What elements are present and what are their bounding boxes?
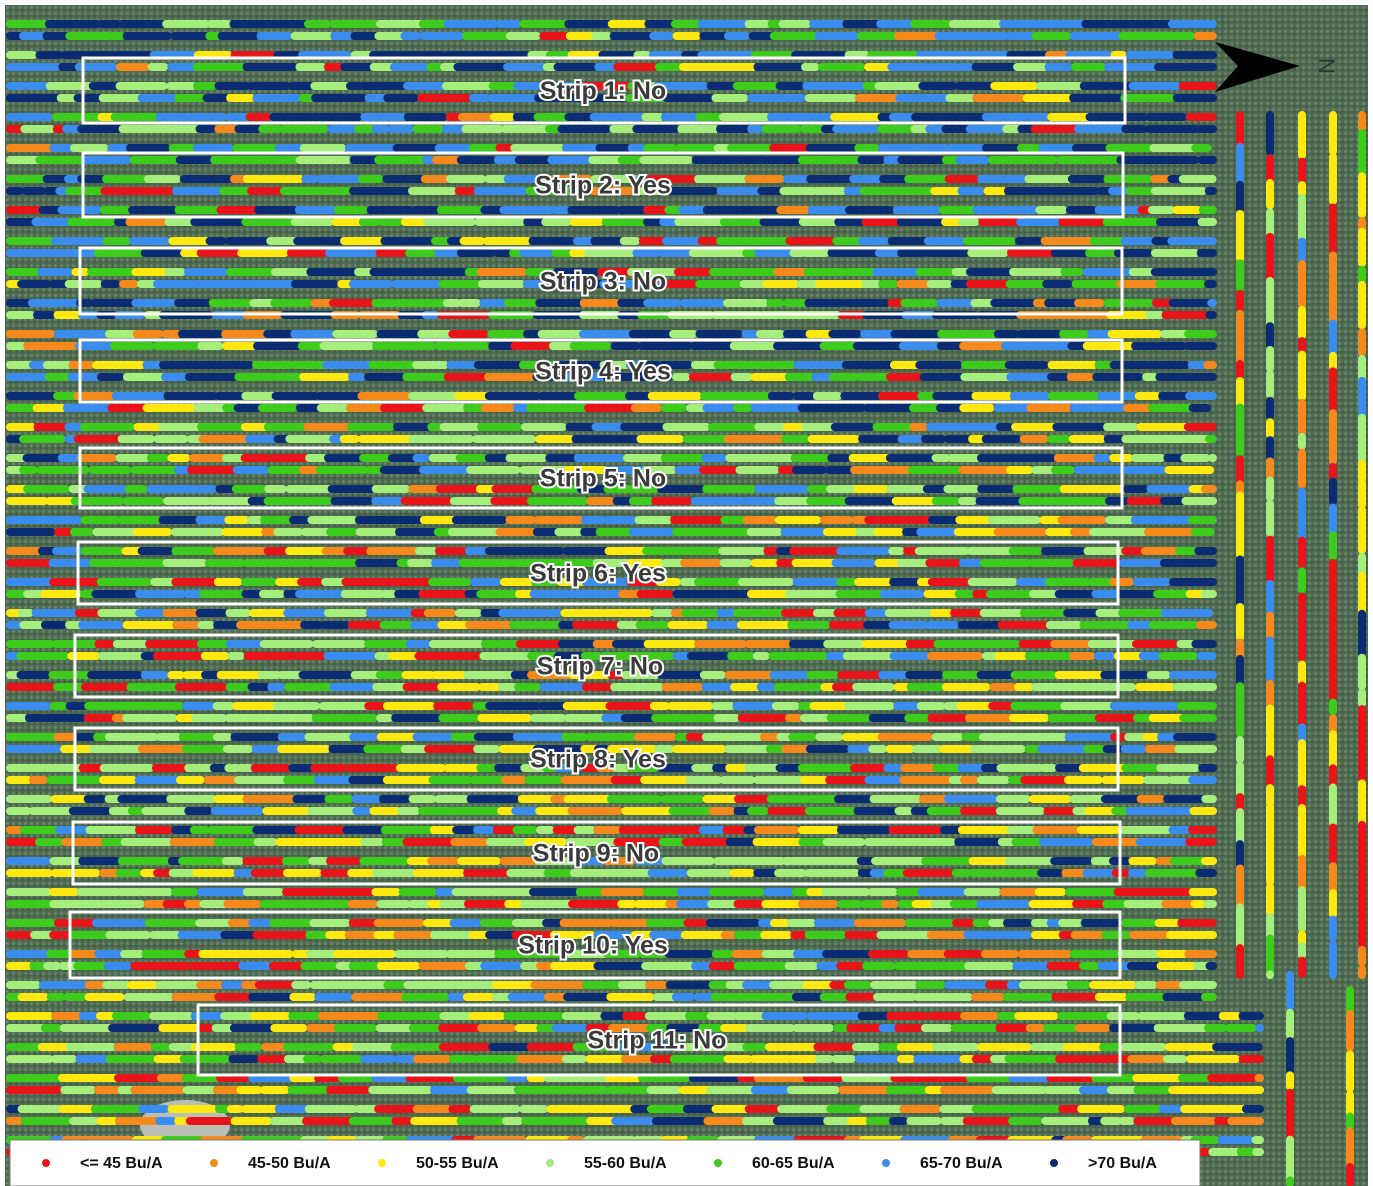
- strip-label: Strip 7: No: [537, 653, 663, 681]
- north-label: N: [1314, 58, 1339, 74]
- strip-box: [81, 151, 1125, 219]
- legend-label: <= 45 Bu/A: [80, 1155, 163, 1172]
- strip-box: [68, 910, 1122, 980]
- strip-label: Strip 10: Yes: [518, 932, 668, 960]
- strip-label: Strip 2: Yes: [535, 172, 671, 200]
- legend-swatch: [210, 1159, 218, 1167]
- legend-swatch: [1050, 1159, 1058, 1167]
- strip-label: Strip 9: No: [533, 840, 659, 868]
- north-arrow: N: [1215, 42, 1339, 92]
- strip-box: [73, 633, 1120, 699]
- strip-box: [71, 820, 1122, 886]
- north-arrow-shape: [1215, 42, 1300, 92]
- strip-label: Strip 5: No: [540, 465, 666, 493]
- legend-box: [9, 1139, 1201, 1186]
- yield-points: [6, 20, 1366, 1186]
- legend-swatch: [42, 1159, 50, 1167]
- legend-label: 50-55 Bu/A: [416, 1155, 499, 1172]
- strip-label: Strip 1: No: [540, 77, 666, 105]
- strip-box: [196, 1003, 1122, 1077]
- strip-box: [81, 56, 1127, 125]
- strip-box: [78, 338, 1124, 404]
- strip-label: Strip 8: Yes: [530, 746, 666, 774]
- legend-swatch: [714, 1159, 722, 1167]
- legend-swatch: [546, 1159, 554, 1167]
- legend-label: 60-65 Bu/A: [752, 1155, 835, 1172]
- strip-label: Strip 11: No: [588, 1027, 727, 1055]
- legend-label: >70 Bu/A: [1088, 1155, 1157, 1172]
- strip-label: Strip 6: Yes: [530, 560, 666, 588]
- legend-label: 45-50 Bu/A: [248, 1155, 331, 1172]
- strip-boxes: Strip 1: No Strip 2: Yes Strip 3: No Strip …: [68, 56, 1127, 1077]
- legend-swatch: [378, 1159, 386, 1167]
- legend-label: 65-70 Bu/A: [920, 1155, 1003, 1172]
- legend: <= 45 Bu/A 45-50 Bu/A 50-55 Bu/A 55-60 Bu/A…: [42, 1155, 1157, 1172]
- strip-label: Strip 4: Yes: [535, 358, 671, 386]
- strip-box: [78, 246, 1124, 316]
- legend-label: 55-60 Bu/A: [584, 1155, 667, 1172]
- strip-box: [73, 726, 1120, 792]
- strip-box: [76, 540, 1120, 606]
- strip-box: [78, 446, 1124, 510]
- strip-label: Strip 3: No: [540, 268, 666, 296]
- legend-swatch: [882, 1159, 890, 1167]
